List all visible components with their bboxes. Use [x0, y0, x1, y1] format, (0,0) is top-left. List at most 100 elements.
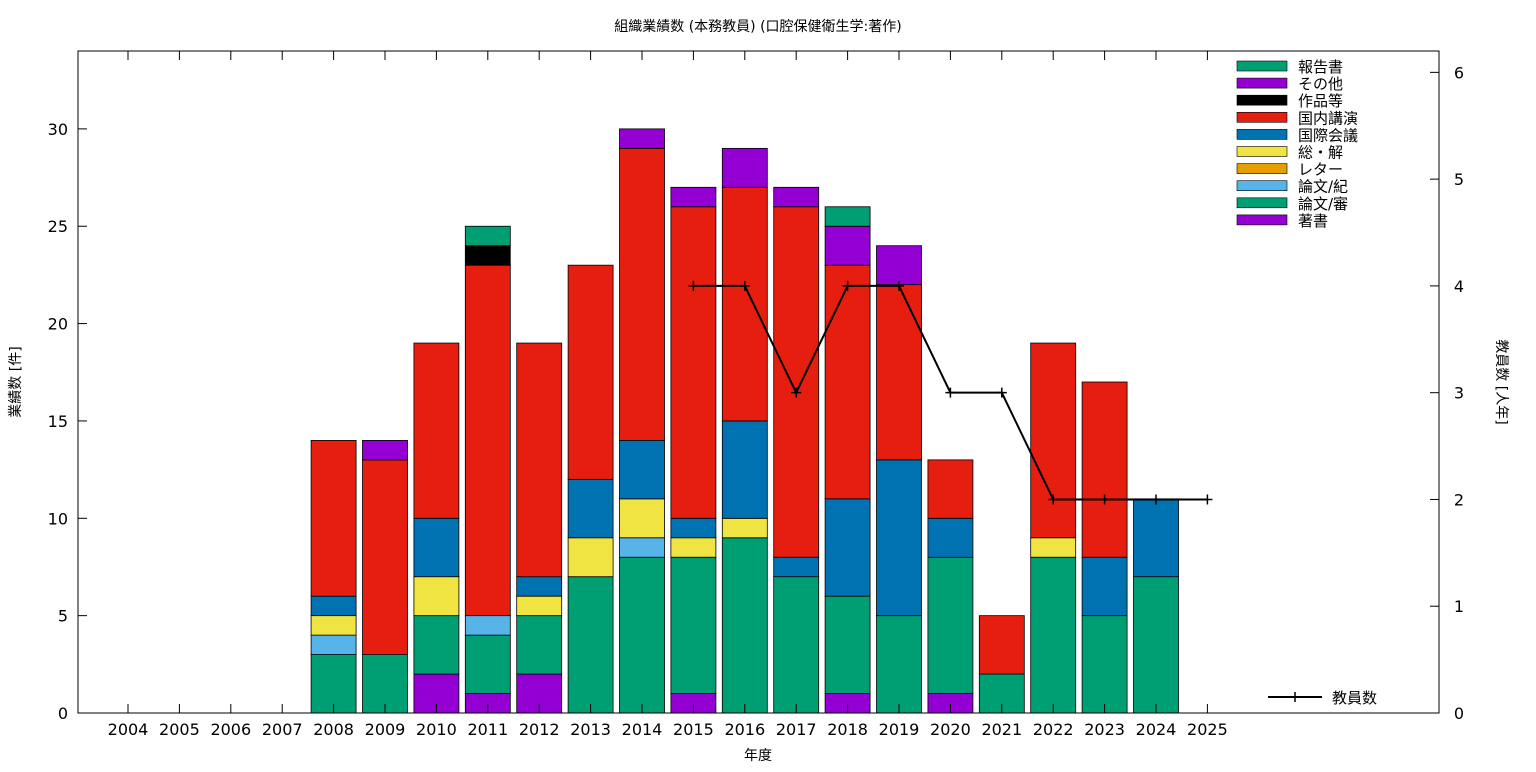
- bar-segment: [413, 576, 460, 617]
- y2-tick-label: 4: [1454, 277, 1464, 296]
- faculty-count-point: [739, 280, 750, 291]
- legend-swatch: [1236, 197, 1288, 209]
- bar-segment: [310, 440, 357, 597]
- y2-tick-label: 2: [1454, 490, 1464, 509]
- faculty-count-point: [1099, 494, 1110, 505]
- legend-swatch: [1236, 129, 1288, 140]
- x-tick-label: 2012: [519, 720, 560, 739]
- legend-swatch: [1236, 60, 1288, 72]
- bar-segment: [927, 556, 974, 694]
- bar-segment: [619, 440, 665, 500]
- bar-segment: [670, 556, 717, 694]
- legend-label: 総・解: [1298, 144, 1343, 162]
- bar-segment: [413, 342, 460, 519]
- bar-segment: [362, 459, 408, 655]
- bar-segment: [310, 654, 357, 714]
- bar-segment: [516, 342, 563, 578]
- bar-segment: [721, 147, 768, 188]
- x-tick-label: 2010: [416, 720, 457, 739]
- bar-segment: [464, 225, 511, 247]
- bar-segment: [310, 615, 357, 636]
- legend-line-marker: [1290, 692, 1300, 702]
- bar-segment: [876, 284, 922, 461]
- bar-segment: [464, 615, 511, 636]
- bar-segment: [1081, 615, 1128, 714]
- bar-segment: [362, 440, 408, 461]
- x-tick-label: 2018: [827, 720, 868, 739]
- legend-label: 国内講演: [1298, 109, 1358, 127]
- bar-segment: [413, 615, 460, 675]
- legend-line-label: 教員数: [1332, 689, 1377, 707]
- faculty-count-point: [842, 280, 853, 291]
- x-tick-label: 2022: [1033, 720, 1074, 739]
- x-tick-label: 2021: [981, 720, 1022, 739]
- x-tick-label: 2014: [622, 720, 663, 739]
- faculty-count-point: [945, 387, 956, 398]
- x-tick-label: 2009: [365, 720, 406, 739]
- bar-segment: [978, 615, 1025, 675]
- faculty-count-point: [894, 280, 904, 291]
- bar-segment: [721, 537, 768, 714]
- legend-swatch: [1236, 214, 1288, 226]
- bar-segment: [927, 517, 974, 558]
- bar-segment: [464, 634, 511, 694]
- bar-segment: [413, 517, 460, 578]
- y-tick-label: 5: [58, 607, 68, 626]
- bar-segment: [721, 517, 768, 539]
- bar-segment: [1030, 537, 1077, 558]
- y2-tick-label: 1: [1454, 597, 1464, 616]
- faculty-count-point: [996, 387, 1007, 398]
- bar-segment: [1081, 381, 1128, 558]
- bar-segment: [824, 206, 871, 227]
- bar-segment: [876, 245, 922, 286]
- bar-segment: [824, 498, 871, 597]
- bar-segment: [310, 595, 357, 617]
- faculty-count-point: [1048, 494, 1059, 505]
- bar-segment: [824, 595, 871, 694]
- bar-segment: [516, 576, 563, 597]
- bar-segment: [773, 206, 820, 558]
- y-tick-label: 0: [58, 704, 68, 723]
- x-tick-label: 2011: [467, 720, 508, 739]
- bar-segment: [567, 478, 614, 539]
- legend-label: 報告書: [1298, 58, 1343, 76]
- bar-segment: [876, 615, 922, 714]
- y-axis-label: 業績数 [件]: [8, 346, 24, 417]
- x-axis-label: 年度: [744, 748, 772, 764]
- bar-segment: [567, 576, 614, 714]
- bar-segment: [670, 517, 717, 539]
- bar-segment: [619, 498, 665, 539]
- bar-segment: [362, 654, 408, 714]
- legend-label: 作品等: [1298, 92, 1343, 110]
- bar-segment: [773, 556, 820, 578]
- x-tick-label: 2015: [673, 720, 714, 739]
- x-tick-label: 2006: [210, 720, 251, 739]
- legend-swatch: [1236, 163, 1288, 174]
- bar-segment: [824, 264, 871, 500]
- x-tick-label: 2008: [313, 720, 354, 739]
- bar-segment: [567, 537, 614, 578]
- legend-label: 国際会議: [1298, 126, 1358, 144]
- faculty-count-point: [1151, 494, 1161, 505]
- bar-segment: [1030, 556, 1077, 714]
- bar-segment: [310, 634, 357, 655]
- bar-segment: [927, 459, 974, 519]
- faculty-count-point: [688, 280, 699, 291]
- bar-segment: [516, 595, 563, 617]
- y-tick-label: 25: [48, 217, 68, 236]
- y-tick-label: 10: [48, 509, 68, 528]
- faculty-count-point: [1202, 494, 1213, 505]
- legend-swatch: [1236, 94, 1288, 106]
- y2-tick-label: 3: [1454, 384, 1464, 403]
- legend-swatch: [1236, 146, 1288, 157]
- x-tick-label: 2017: [776, 720, 817, 739]
- y2-axis-label: 教員数 [人年]: [1493, 339, 1509, 424]
- y2-tick-label: 5: [1454, 170, 1464, 189]
- legend-label: その他: [1298, 75, 1343, 93]
- x-tick-label: 2007: [262, 720, 303, 739]
- x-tick-label: 2019: [879, 720, 920, 739]
